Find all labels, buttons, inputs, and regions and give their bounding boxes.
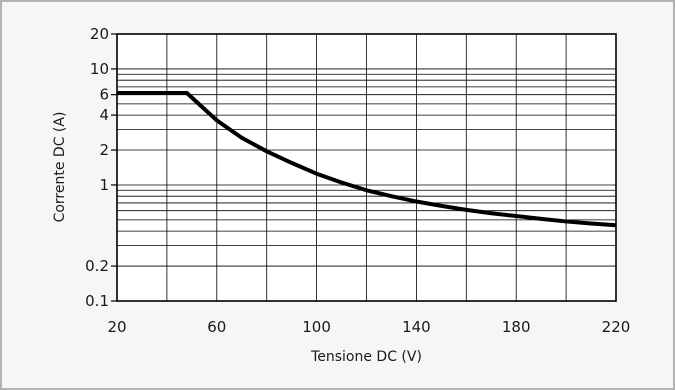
series-line: [117, 91, 617, 228]
x-tick-label: 60: [207, 318, 226, 336]
y-tick-label: 10: [90, 60, 109, 78]
grid: [117, 34, 616, 301]
y-tick-label: 2: [99, 141, 109, 159]
series-group: [117, 91, 617, 228]
x-axis-ticks: 20 60 100 140 180 220: [107, 318, 630, 336]
x-tick-label: 20: [107, 318, 126, 336]
x-tick-label: 100: [302, 318, 331, 336]
x-axis-title: Tensione DC (V): [310, 349, 422, 365]
x-tick-label: 140: [402, 318, 431, 336]
y-tick-label: 1: [99, 176, 109, 194]
y-tick-label: 20: [90, 25, 109, 43]
y-tick-label: 0.2: [85, 257, 109, 275]
plot-border: [116, 33, 617, 302]
y-axis-title: Corrente DC (A): [52, 112, 68, 223]
y-tick-label: 6: [99, 86, 109, 104]
x-tick-label: 180: [502, 318, 531, 336]
y-axis-ticks: 0.1 0.2 1 2 4 6 10 20: [85, 25, 117, 310]
x-tick-label: 220: [602, 318, 631, 336]
y-tick-label: 0.1: [85, 292, 109, 310]
y-tick-label: 4: [99, 106, 109, 124]
